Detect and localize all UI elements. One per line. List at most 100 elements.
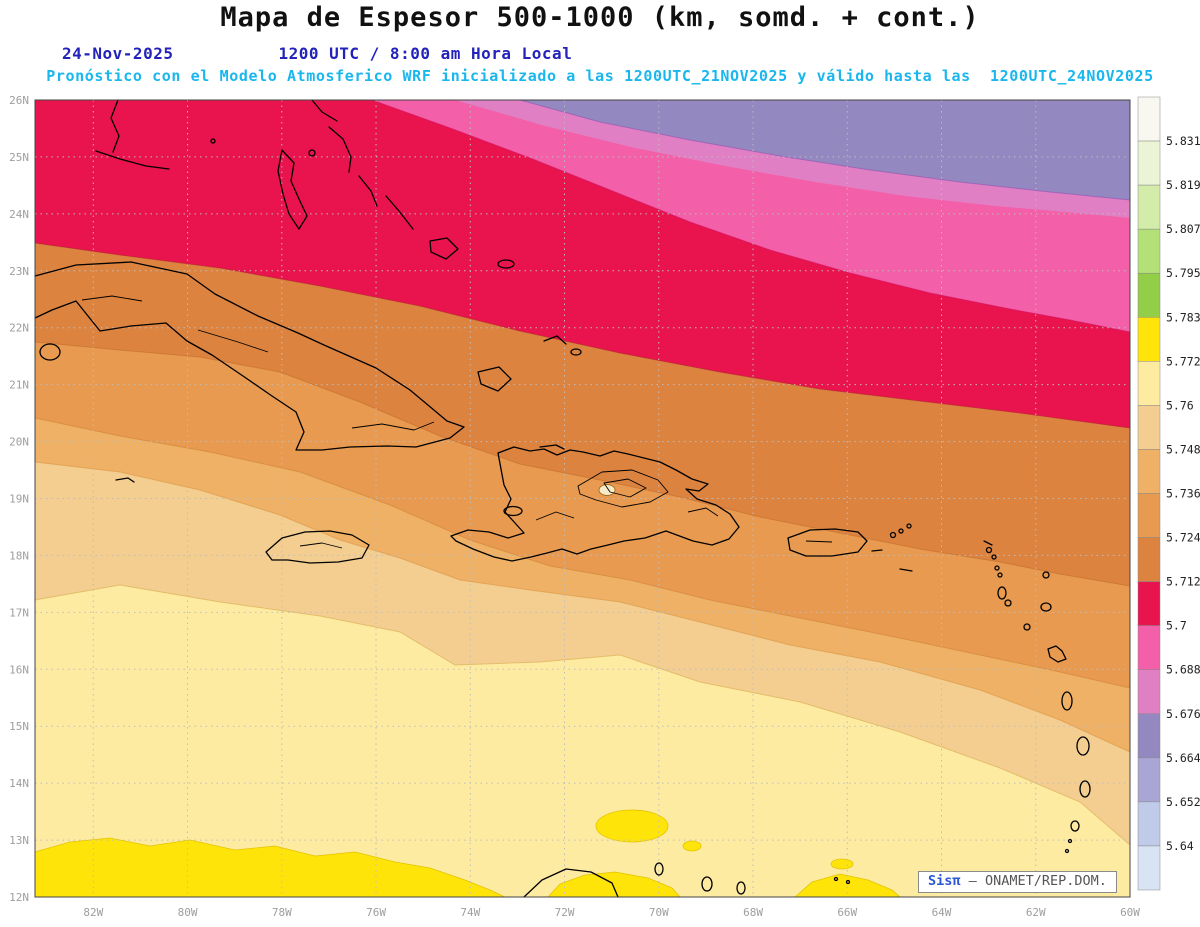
colorbar-cell	[1137, 184, 1161, 230]
isla-juventud	[39, 343, 61, 361]
contour-5712	[34, 242, 1131, 429]
cayman	[115, 477, 135, 483]
graticule	[35, 100, 1130, 897]
mayaguana	[497, 259, 515, 269]
colorbar-cell	[1137, 757, 1161, 803]
hispaniola-enclave-spot	[598, 484, 616, 496]
lat-tick-label: 16N	[9, 663, 29, 676]
saba	[994, 565, 1000, 571]
yellow-patch-southwest	[34, 837, 506, 898]
forecast-line: Pronóstico con el Modelo Atmosferico WRF…	[46, 67, 1154, 85]
vieques	[871, 549, 883, 552]
lon-tick-label: 70W	[649, 906, 669, 919]
colorbar-value-label: 5.807	[1166, 222, 1200, 236]
colorbar-labels: 5.831 5.819 5.807 5.795 5.783 5.772 5.76 5.748 5…	[1166, 134, 1200, 853]
contour-5676	[519, 99, 1131, 201]
colorbar-cell	[1137, 361, 1161, 406]
long-island-bahamas	[385, 195, 414, 230]
map-frame	[34, 99, 1131, 898]
colorbar-value-label: 5.664	[1166, 751, 1200, 765]
lat-tick-label: 21N	[9, 379, 29, 392]
time-label: 1200 UTC / 8:00 am Hora Local	[278, 44, 573, 63]
topo-jamaica	[299, 542, 343, 549]
lat-tick-label: 12N	[9, 891, 29, 904]
great-inagua	[477, 366, 512, 392]
yellow-blob	[595, 809, 669, 843]
aruba	[654, 862, 664, 876]
credit-org: ONAMET/REP.DOM.	[984, 873, 1107, 889]
contour-5748	[34, 461, 1131, 753]
colorbar-value-label: 5.819	[1166, 178, 1200, 192]
colorbar	[1137, 96, 1161, 891]
colorbar-value-label: 5.724	[1166, 531, 1200, 545]
lat-tick-label: 18N	[9, 549, 29, 562]
lon-tick-label: 64W	[932, 906, 952, 919]
colorbar-value-label: 5.676	[1166, 707, 1200, 721]
turks-island	[570, 348, 582, 356]
andros	[277, 149, 308, 230]
colorbar-cell	[1137, 405, 1161, 450]
guajira-peninsula	[523, 868, 619, 898]
topo-haiti	[535, 511, 575, 521]
anegada	[906, 523, 912, 529]
topo-cuba-west-1	[81, 295, 143, 302]
colorbar-cell	[1137, 625, 1161, 670]
colorbar-cell	[1137, 449, 1161, 494]
contour-5700	[371, 99, 1131, 333]
lon-tick-label: 72W	[555, 906, 575, 919]
lat-tick-label: 17N	[9, 606, 29, 619]
dominica	[1061, 691, 1073, 711]
st-thomas	[889, 531, 897, 539]
colorbar-cell	[1137, 581, 1161, 626]
topo-puerto-rico	[805, 540, 833, 543]
nevis	[1004, 599, 1012, 607]
lon-tick-label: 78W	[272, 906, 292, 919]
lat-tick-label: 22N	[9, 322, 29, 335]
credit-separator: –	[968, 873, 977, 889]
lat-tick-label: 14N	[9, 777, 29, 790]
coastlines	[34, 99, 1091, 898]
credit-box: Sisπ – ONAMET/REP.DOM.	[918, 871, 1117, 893]
topo-hispaniola-east	[687, 507, 719, 517]
yellow-blob-small-2	[830, 858, 854, 870]
jamaica-coastline	[265, 530, 370, 564]
colorbar-value-label: 5.64	[1166, 839, 1194, 853]
abaco	[311, 99, 338, 122]
las-aves-1	[833, 876, 839, 882]
lat-tick-label: 26N	[9, 94, 29, 107]
lon-tick-label: 74W	[460, 906, 480, 919]
gonave-island	[503, 505, 523, 517]
lat-tick-label: 24N	[9, 208, 29, 221]
colorbar-cell	[1137, 140, 1161, 186]
colorbar-cell	[1137, 669, 1161, 715]
las-aves-2	[845, 879, 851, 885]
colorbar-cell	[1137, 493, 1161, 538]
topo-cuba-west-2	[197, 329, 269, 353]
colorbar-value-label: 5.652	[1166, 795, 1200, 809]
grenadines-2	[1064, 848, 1070, 854]
yellow-blob-small	[682, 840, 702, 852]
barbuda	[1042, 571, 1050, 579]
curacao	[701, 876, 713, 892]
colorbar-value-label: 5.7	[1166, 619, 1187, 633]
band-purple	[520, 100, 1130, 200]
lat-tick-label: 13N	[9, 834, 29, 847]
bonaire	[736, 881, 746, 895]
anguilla	[983, 540, 993, 546]
st-kitts	[997, 586, 1007, 600]
sispi-logo: Sisπ	[928, 873, 961, 889]
cat-island	[358, 175, 378, 207]
lat-tick-label: 20N	[9, 436, 29, 449]
st-lucia	[1079, 780, 1091, 798]
topo-hispaniola-inner	[603, 478, 647, 498]
colorbar-value-label: 5.772	[1166, 354, 1200, 368]
contour-5736	[34, 417, 1131, 689]
colorbar-cell	[1137, 272, 1161, 318]
lon-tick-label: 66W	[837, 906, 857, 919]
lon-tick-label: 80W	[178, 906, 198, 919]
colorbar-cell	[1137, 845, 1161, 891]
datetime-line: 24-Nov-2025 1200 UTC / 8:00 am Hora Loca…	[62, 44, 572, 63]
colorbar-value-label: 5.748	[1166, 442, 1200, 456]
